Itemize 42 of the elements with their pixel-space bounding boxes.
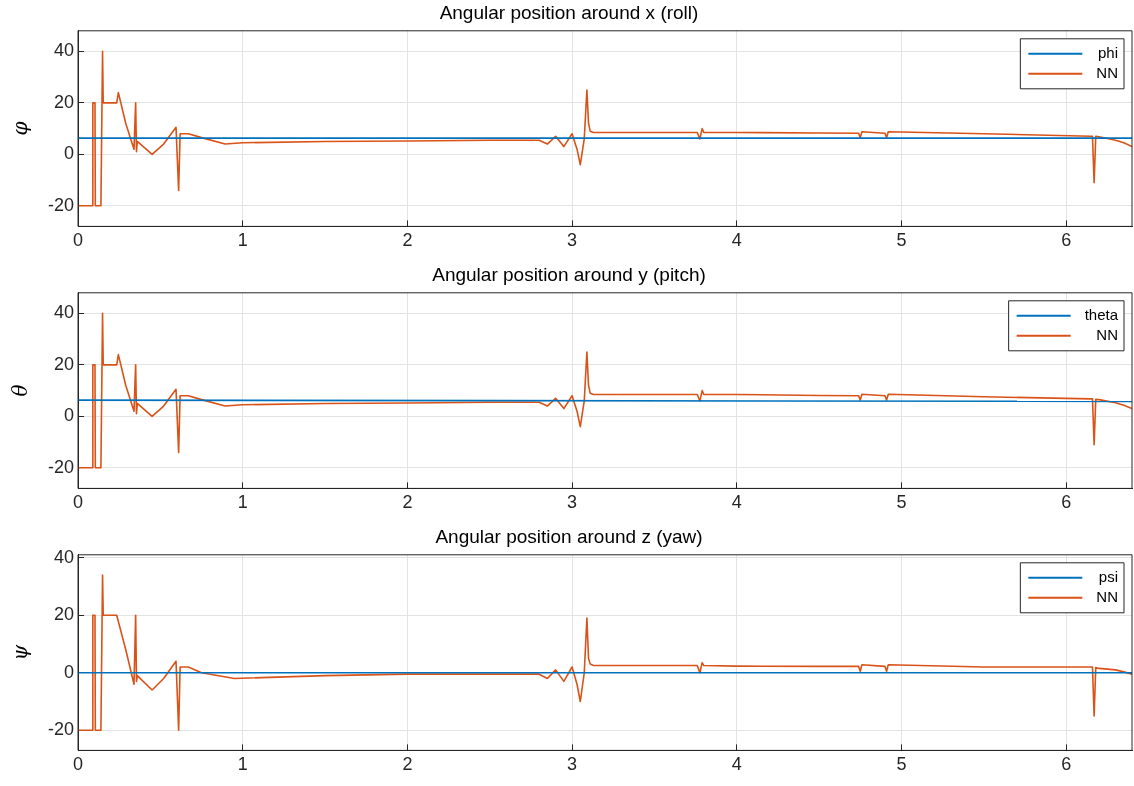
x-tick-label: 2: [402, 230, 413, 251]
x-tick-label: 3: [567, 230, 578, 251]
y-tick-label: 40: [53, 546, 75, 567]
x-tick-label: 5: [896, 230, 907, 251]
x-tick-label: 4: [731, 492, 742, 513]
x-tick-label: 2: [402, 492, 413, 513]
x-tick-label: 6: [1061, 754, 1072, 775]
chart-title: Angular position around z (yaw): [435, 525, 703, 547]
x-tick-label: 6: [1061, 492, 1072, 513]
x-tick-label: 1: [237, 230, 248, 251]
x-tick-label: 3: [567, 754, 578, 775]
legend-label: NN: [1096, 63, 1118, 81]
y-tick-label: 40: [53, 302, 75, 323]
y-tick-label: 0: [64, 661, 75, 682]
legend-label: theta: [1084, 305, 1119, 323]
y-axis-title: ψ: [8, 644, 33, 661]
y-axis-title: φ: [8, 121, 33, 136]
chart-title: Angular position around y (pitch): [432, 263, 706, 285]
x-tick-label: 6: [1061, 230, 1072, 251]
legend-label: NN: [1096, 325, 1118, 343]
x-tick-label: 4: [731, 230, 742, 251]
y-tick-label: 0: [64, 143, 75, 164]
y-tick-label: 20: [53, 353, 75, 374]
y-axis-title: θ: [8, 384, 33, 397]
y-tick-label: 20: [53, 604, 75, 625]
y-tick-label: -20: [48, 456, 75, 477]
legend-label: NN: [1096, 587, 1118, 605]
x-tick-label: 2: [402, 754, 413, 775]
x-tick-label: 3: [567, 492, 578, 513]
x-tick-label: 4: [731, 754, 742, 775]
chart-title: Angular position around x (roll): [439, 1, 699, 23]
legend-label: phi: [1097, 43, 1118, 61]
y-tick-label: 0: [64, 405, 75, 426]
x-tick-label: 5: [896, 492, 907, 513]
x-tick-label: 1: [237, 492, 248, 513]
x-tick-label: 5: [896, 754, 907, 775]
y-tick-label: 40: [53, 40, 75, 61]
y-tick-label: 20: [53, 91, 75, 112]
y-tick-label: -20: [48, 719, 75, 740]
x-tick-label: 1: [237, 754, 248, 775]
legend-label: psi: [1098, 567, 1118, 585]
y-tick-label: -20: [48, 194, 75, 215]
